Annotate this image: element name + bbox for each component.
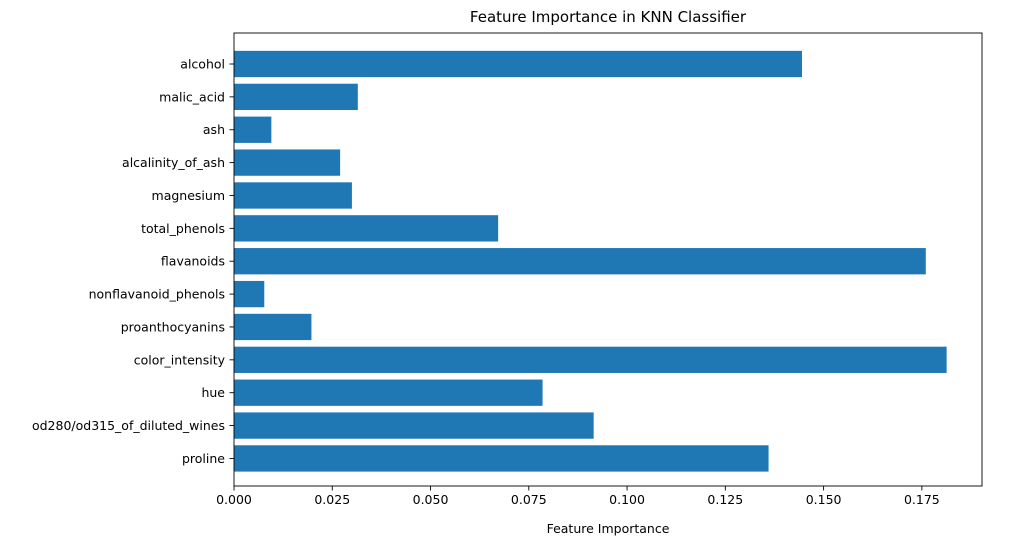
x-tick-label: 0.125 bbox=[707, 492, 743, 507]
bar-hue bbox=[234, 379, 543, 406]
x-tick-label: 0.025 bbox=[314, 492, 350, 507]
y-tick-label: proline bbox=[182, 451, 225, 466]
y-tick-label: magnesium bbox=[152, 188, 225, 203]
y-tick-label: hue bbox=[201, 385, 225, 400]
bar-total-phenols bbox=[234, 215, 499, 242]
bar-proline bbox=[234, 445, 769, 472]
y-tick-label: flavanoids bbox=[161, 254, 225, 269]
y-tick-label: alcohol bbox=[180, 57, 225, 72]
y-tick-label: malic_acid bbox=[159, 89, 225, 104]
y-tick-label: od280/od315_of_diluted_wines bbox=[32, 418, 225, 433]
bar-od280-od315-of-diluted-wines bbox=[234, 412, 594, 439]
y-tick-label: proanthocyanins bbox=[121, 319, 225, 334]
bar-nonflavanoid-phenols bbox=[234, 280, 265, 308]
bar-alcalinity-of-ash bbox=[234, 149, 341, 176]
bar-magnesium bbox=[234, 182, 352, 209]
bar-flavanoids bbox=[234, 248, 926, 275]
bars-group bbox=[234, 50, 947, 472]
y-tick-label: nonflavanoid_phenols bbox=[89, 287, 225, 302]
y-tick-label: ash bbox=[203, 122, 225, 137]
bar-alcohol bbox=[234, 50, 802, 78]
chart-title: Feature Importance in KNN Classifier bbox=[470, 8, 747, 26]
x-tick-label: 0.050 bbox=[413, 492, 449, 507]
y-tick-label: color_intensity bbox=[134, 352, 226, 367]
plot-frame bbox=[233, 32, 983, 487]
x-tick-label: 0.100 bbox=[609, 492, 645, 507]
x-tick-label: 0.075 bbox=[511, 492, 547, 507]
bar-malic-acid bbox=[234, 83, 358, 111]
y-tick-label: total_phenols bbox=[141, 221, 225, 236]
bar-proanthocyanins bbox=[234, 313, 312, 341]
bar-ash bbox=[234, 116, 272, 143]
x-axis: 0.000 0.025 0.050 0.075 0.100 0.125 0.150 0.175 bbox=[216, 486, 940, 507]
x-tick-label: 0.150 bbox=[806, 492, 842, 507]
x-axis-label: Feature Importance bbox=[547, 521, 670, 536]
bar-color-intensity bbox=[234, 346, 947, 373]
x-tick-label: 0.175 bbox=[904, 492, 940, 507]
y-tick-label: alcalinity_of_ash bbox=[122, 155, 225, 170]
x-tick-label: 0.000 bbox=[216, 492, 252, 507]
